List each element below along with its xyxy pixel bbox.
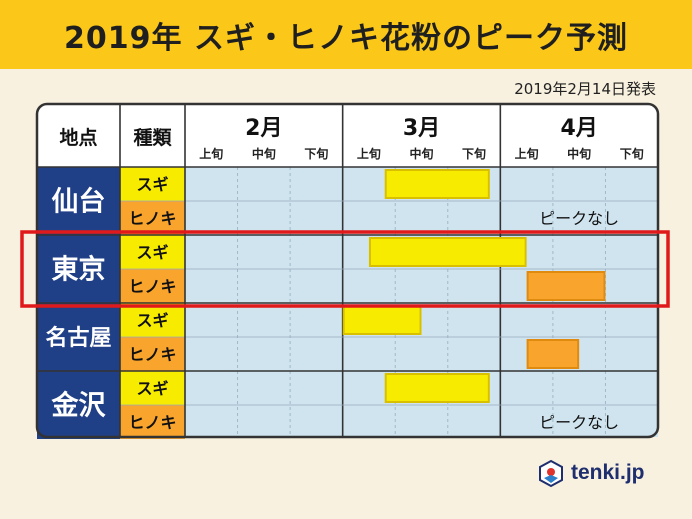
cedar-label: スギ: [136, 379, 168, 398]
city-cell: [37, 167, 120, 235]
cypress-peak-bar: [526, 339, 580, 369]
cypress-type-cell: [120, 337, 185, 371]
cedar-peak-bar: [342, 305, 422, 335]
city-name: 金沢: [51, 390, 107, 422]
highlight-box: [20, 230, 670, 308]
cedar-label: スギ: [136, 243, 168, 262]
cypress-label: ヒノキ: [128, 277, 176, 296]
weather-logo-icon: [539, 459, 563, 488]
cypress-no-peak-note: ピークなし: [539, 413, 619, 432]
page-title: 2019年 スギ・ヒノキ花粉のピーク予測: [64, 20, 628, 56]
cedar-type-cell: [120, 167, 185, 201]
period-label: 中旬: [409, 146, 433, 161]
title-banner: 2019年 スギ・ヒノキ花粉のピーク予測: [0, 0, 692, 69]
cypress-type-cell: [120, 405, 185, 439]
period-label: 上旬: [357, 146, 381, 161]
period-label: 下旬: [304, 146, 328, 161]
cedar-label: スギ: [136, 311, 168, 330]
cypress-no-peak-note: ピークなし: [539, 209, 619, 228]
cypress-label: ヒノキ: [128, 345, 176, 364]
cypress-label: ヒノキ: [128, 413, 176, 432]
tenki-logo: tenki.jp: [536, 458, 645, 488]
cedar-type-cell: [120, 235, 185, 269]
period-label: 上旬: [515, 146, 539, 161]
location-header: 地点: [59, 126, 97, 149]
brand-name: tenki.jp: [571, 461, 645, 484]
cedar-peak-bar: [368, 237, 527, 267]
cypress-label: ヒノキ: [128, 209, 176, 228]
announcement-date: 2019年2月14日発表: [514, 80, 656, 98]
period-label: 下旬: [620, 146, 644, 161]
month-label: 3月: [403, 116, 440, 141]
city-name: 東京: [52, 254, 106, 286]
cedar-peak-bar: [384, 373, 490, 403]
cedar-type-cell: [120, 303, 185, 337]
cedar-label: スギ: [136, 175, 168, 194]
city-cell: [37, 371, 120, 439]
cedar-type-cell: [120, 371, 185, 405]
period-label: 中旬: [567, 146, 591, 161]
month-label: 4月: [561, 116, 598, 141]
city-cell: [37, 303, 120, 371]
period-label: 上旬: [199, 146, 223, 161]
table-border: [35, 102, 660, 439]
cedar-peak-bar: [384, 169, 490, 199]
type-header: 種類: [133, 127, 172, 149]
city-name: 名古屋: [45, 325, 111, 351]
cypress-peak-bar: [526, 271, 606, 301]
city-name: 仙台: [52, 186, 106, 218]
city-cell: [37, 235, 120, 303]
period-label: 下旬: [462, 146, 486, 161]
month-label: 2月: [245, 116, 282, 141]
period-label: 中旬: [252, 146, 276, 161]
cypress-type-cell: [120, 269, 185, 303]
cypress-type-cell: [120, 201, 185, 235]
